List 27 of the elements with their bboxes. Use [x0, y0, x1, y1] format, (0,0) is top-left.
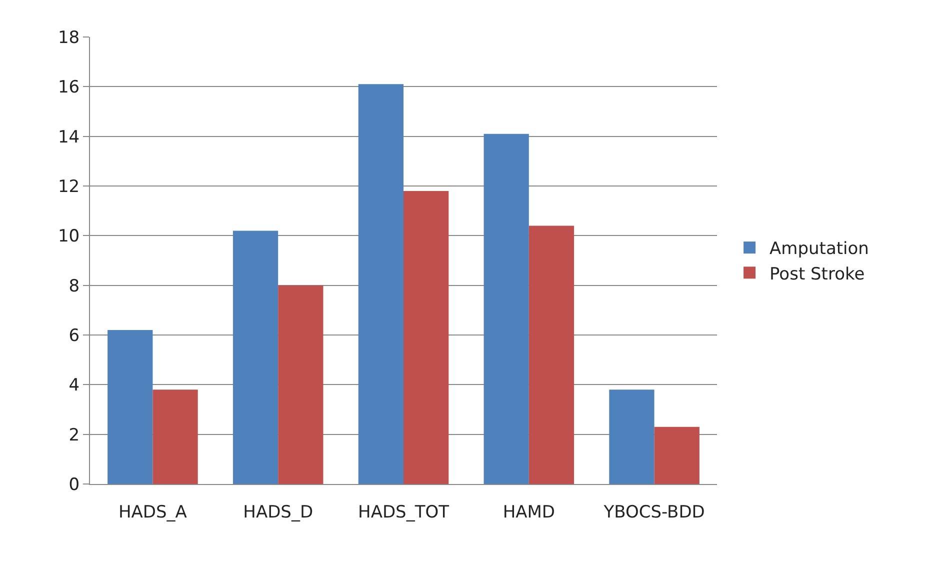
legend-label: Amputation: [770, 239, 869, 260]
bar: [232, 230, 278, 484]
bar: [609, 390, 654, 484]
legend-label: Post Stroke: [770, 264, 865, 284]
bar: [654, 426, 700, 484]
x-tick-label: HAMD: [502, 502, 555, 522]
y-tick-label: 12: [58, 176, 80, 197]
y-tick-label: 6: [68, 326, 80, 346]
bar: [278, 285, 324, 484]
x-tick-label: HADS_A: [118, 502, 188, 522]
bar: [484, 134, 529, 484]
y-tick-label: 14: [58, 127, 80, 148]
y-tick-label: 18: [58, 28, 80, 48]
y-tick-label: 0: [68, 474, 80, 495]
x-tick-label: HADS_TOT: [358, 502, 450, 522]
x-tick-label: YBOCS-BDD: [602, 502, 705, 522]
bar: [358, 84, 404, 484]
bar: [152, 390, 198, 484]
y-tick-label: 10: [58, 226, 80, 247]
bar: [404, 190, 449, 484]
bar: [528, 226, 574, 484]
y-tick-label: 16: [58, 78, 80, 98]
y-tick-label: 2: [68, 425, 80, 446]
y-tick-label: 8: [68, 276, 80, 296]
x-tick-label: HADS_D: [243, 502, 314, 522]
y-tick-label: 4: [68, 376, 80, 396]
bar: [108, 330, 153, 484]
